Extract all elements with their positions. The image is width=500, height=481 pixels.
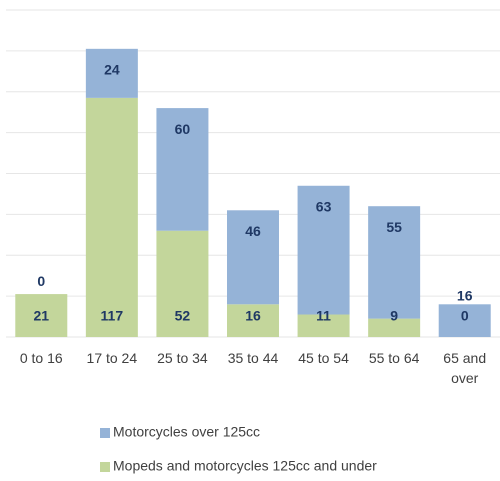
legend-label: Motorcycles over 125cc — [113, 424, 260, 440]
legend-swatch — [100, 462, 110, 472]
data-label: 46 — [245, 223, 261, 239]
bar-segment — [368, 318, 421, 337]
x-tick-label: 17 to 24 — [86, 350, 138, 366]
data-label: 21 — [33, 308, 49, 324]
data-label: 16 — [457, 288, 473, 304]
x-tick-label: 0 to 16 — [19, 350, 63, 366]
legend-label: Mopeds and motorcycles 125cc and under — [113, 458, 377, 474]
data-label: 55 — [386, 219, 402, 235]
data-label: 16 — [245, 308, 261, 324]
data-label: 9 — [390, 308, 398, 324]
bar-segment — [227, 210, 279, 305]
x-tick-label: 55 to 64 — [368, 350, 420, 366]
data-label: 11 — [316, 308, 331, 324]
bar-segment — [368, 206, 421, 319]
bar-segment — [297, 185, 350, 315]
data-label: 52 — [175, 308, 191, 324]
bar-segment — [438, 304, 491, 337]
legend-swatch — [100, 428, 110, 438]
data-label: 0 — [461, 308, 469, 324]
bar-segment — [156, 108, 209, 231]
data-label: 117 — [101, 308, 124, 324]
x-tick-label: 65 and over — [443, 350, 487, 386]
data-label: 0 — [37, 273, 45, 289]
x-tick-label: 45 to 54 — [298, 350, 349, 366]
data-label: 63 — [316, 198, 332, 214]
x-tick-label: 25 to 34 — [157, 350, 208, 366]
bar-segment — [156, 230, 209, 337]
bar-segment — [297, 314, 350, 337]
bar-segment — [85, 97, 138, 337]
bar-segment — [227, 304, 279, 337]
bar-segment — [15, 294, 68, 337]
data-label: 24 — [104, 62, 120, 78]
x-tick-label: 35 to 44 — [227, 350, 279, 366]
data-label: 60 — [175, 121, 191, 137]
bar-segment — [85, 48, 138, 98]
